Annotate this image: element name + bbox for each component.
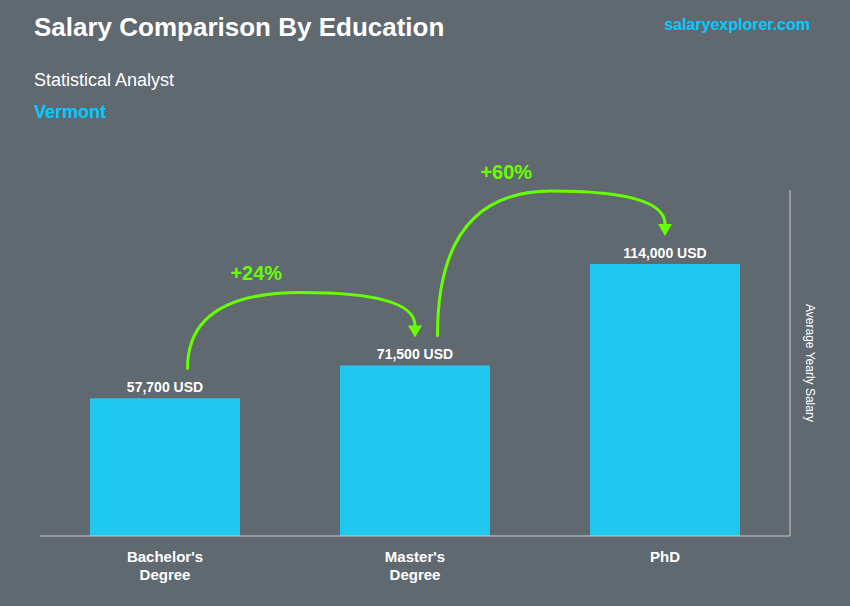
svg-text:57,700 USD: 57,700 USD xyxy=(127,379,203,395)
html-text:Statistical Analyst: Statistical Analyst xyxy=(34,70,175,90)
html-text:Salary Comparison By Education: Salary Comparison By Education xyxy=(34,12,445,42)
svg-text:Master'sDegree: Master'sDegree xyxy=(385,548,445,583)
svg-text:+24%: +24% xyxy=(230,262,282,284)
html-text:Vermont: Vermont xyxy=(34,102,106,122)
svg-text:PhD: PhD xyxy=(650,548,680,565)
svg-text:71,500 USD: 71,500 USD xyxy=(377,346,453,362)
html-text:salaryexplorer.com: salaryexplorer.com xyxy=(664,16,810,33)
svg-text:Bachelor'sDegree: Bachelor'sDegree xyxy=(127,548,203,583)
svg-text:Average Yearly Salary: Average Yearly Salary xyxy=(803,304,817,422)
svg-text:114,000 USD: 114,000 USD xyxy=(623,245,706,261)
svg-text:+60%: +60% xyxy=(480,161,532,183)
